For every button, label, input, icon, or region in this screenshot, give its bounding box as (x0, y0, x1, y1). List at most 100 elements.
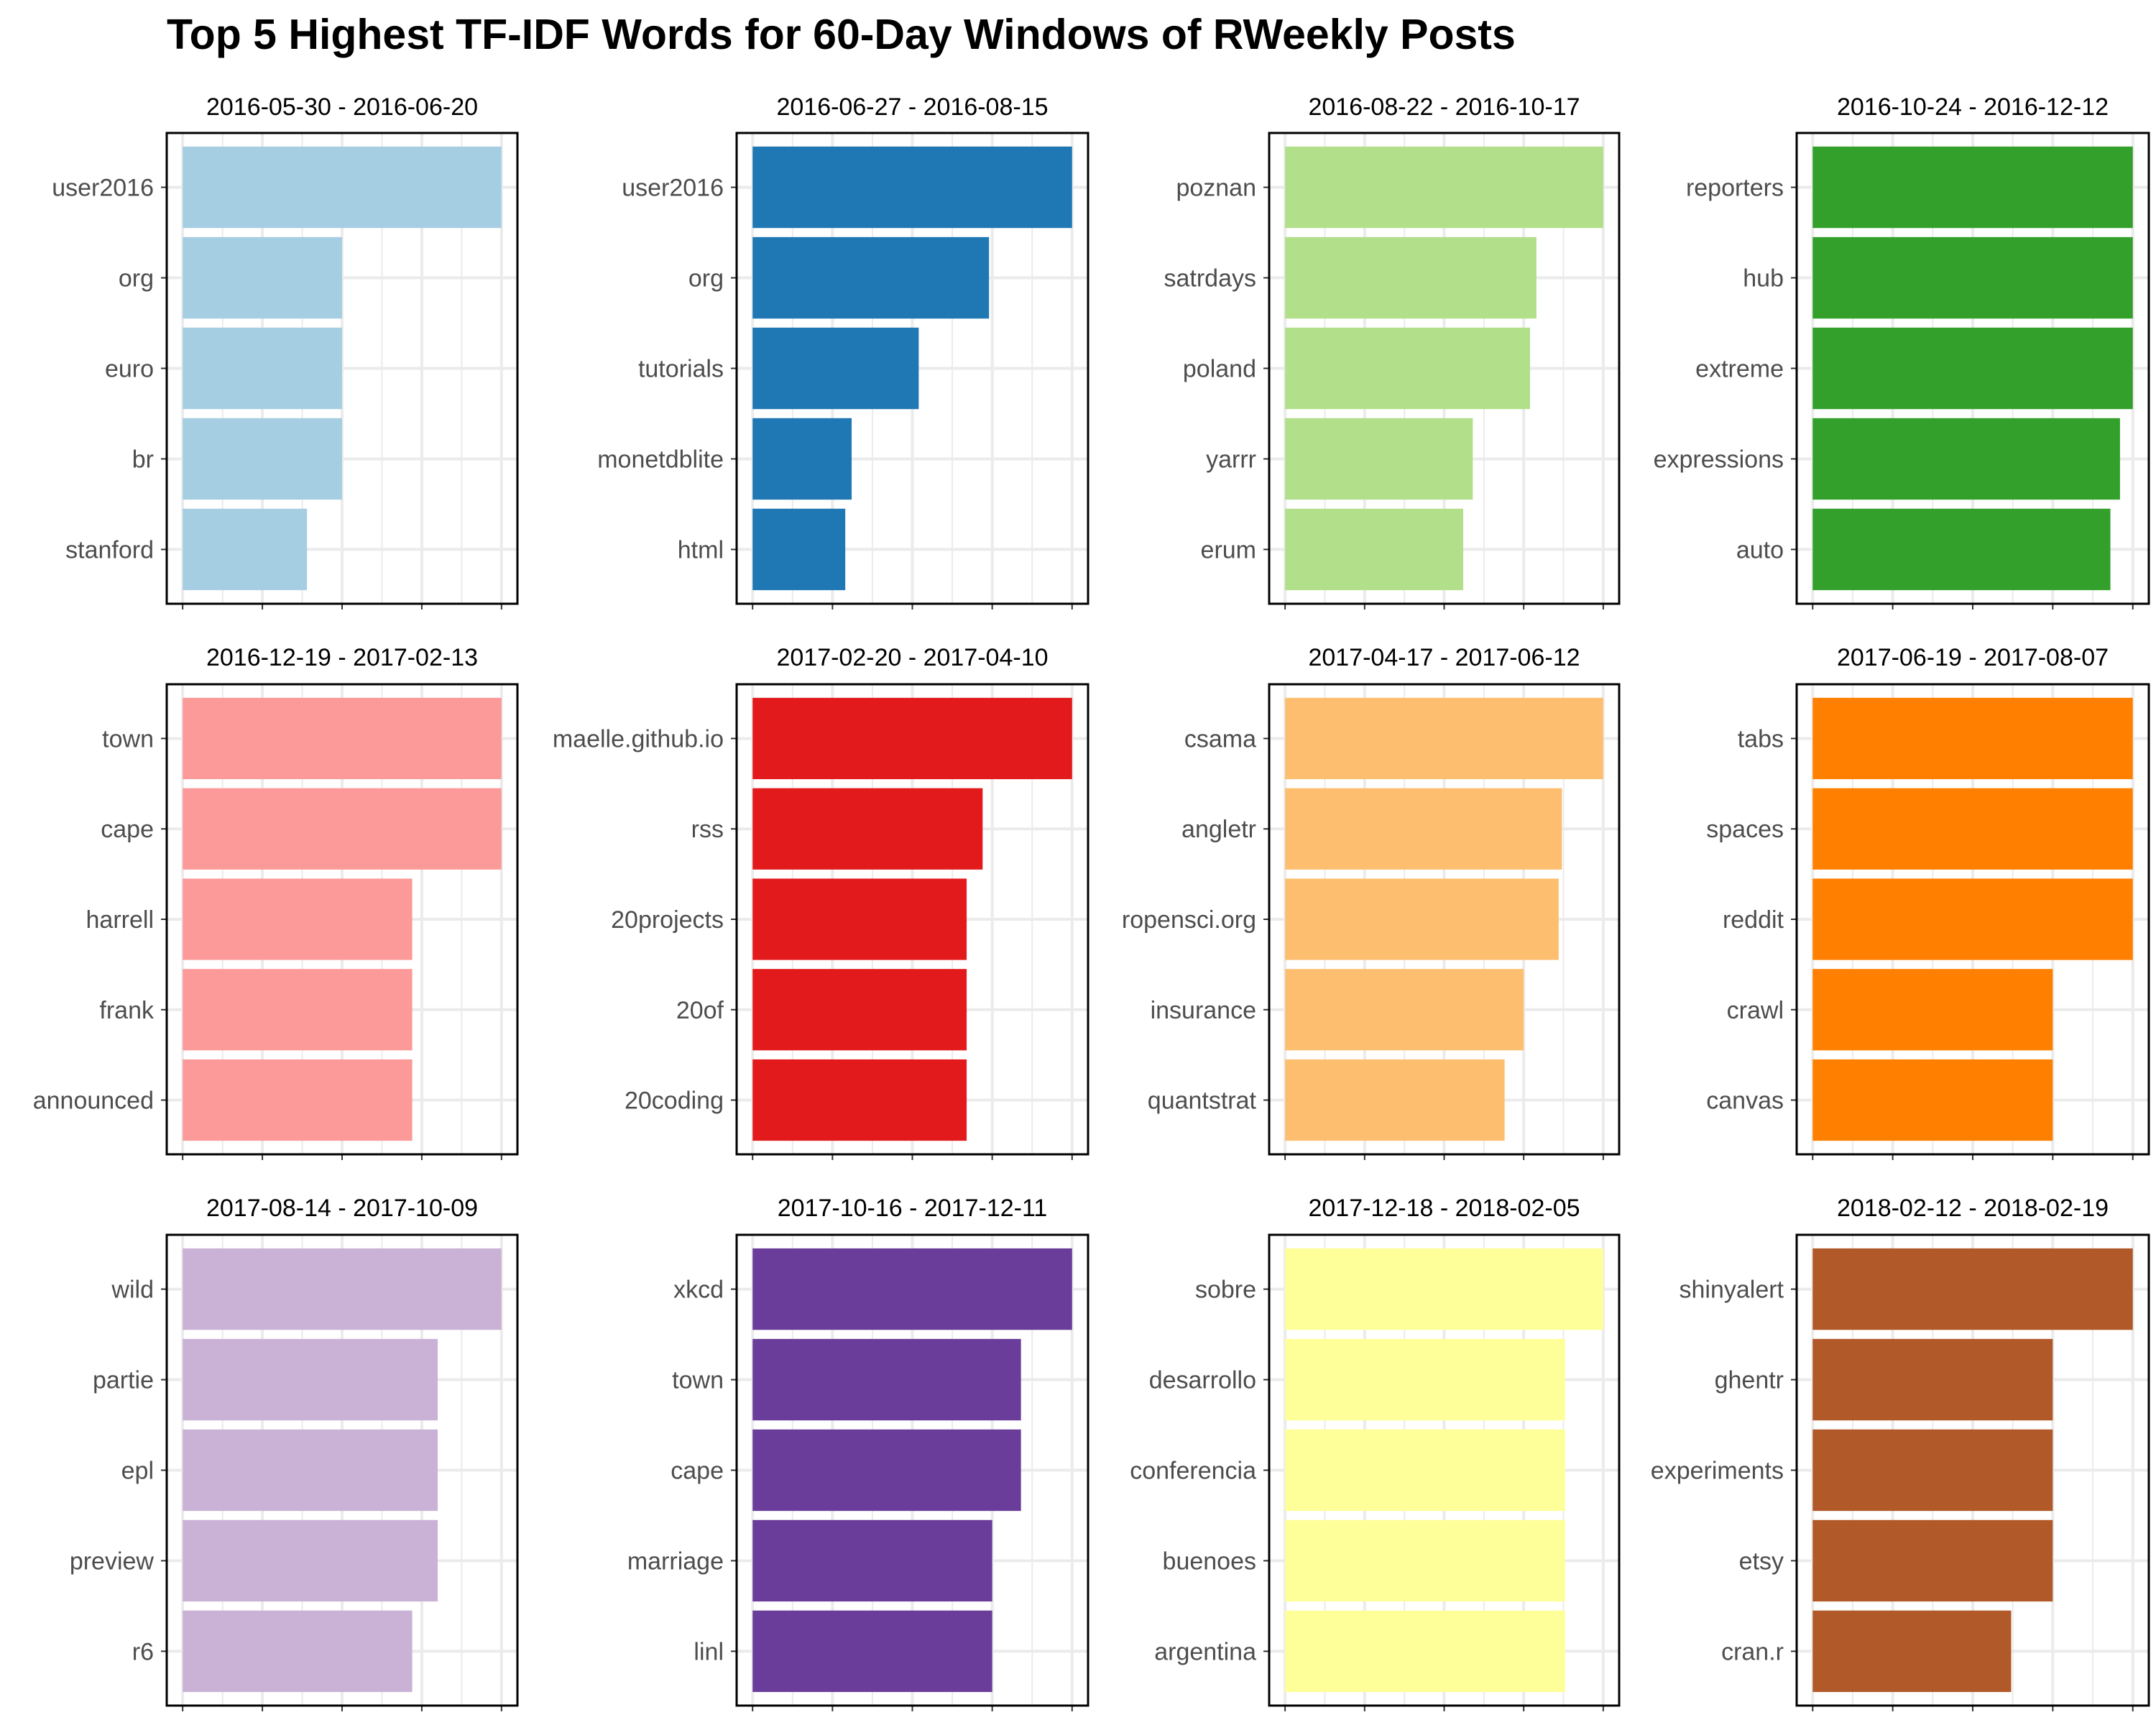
panel-border (1795, 132, 2150, 605)
category-label: partie (93, 1367, 154, 1394)
panel-border (1268, 683, 1621, 1156)
bar (1285, 969, 1524, 1051)
bar (183, 508, 308, 591)
bar (752, 327, 919, 410)
bar (1812, 969, 2053, 1051)
bar (1285, 697, 1603, 780)
category-label: monetdblite (597, 446, 724, 473)
category-label: xkcd (673, 1276, 724, 1304)
category-label: 20projects (611, 906, 724, 934)
bar (752, 788, 983, 870)
category-label: expressions (1654, 446, 1784, 473)
category-label: etsy (1739, 1547, 1784, 1575)
bar (752, 878, 967, 960)
panel-title: 2016-08-22 - 2016-10-17 (1308, 93, 1580, 121)
category-label: ghentr (1715, 1367, 1784, 1394)
bar (1285, 1338, 1565, 1421)
bar (1812, 1338, 2053, 1421)
category-label: sobre (1195, 1276, 1256, 1304)
bar (183, 1059, 413, 1141)
bar (1812, 418, 2120, 500)
panel: 2018-02-12 - 2018-02-19 shinyalert ghentr e… (1651, 1195, 2150, 1711)
bar (183, 1610, 413, 1693)
panel: 2017-12-18 - 2018-02-05 sobre desarrollo co… (1130, 1195, 1621, 1711)
bar (1812, 1429, 2053, 1512)
category-label: rss (691, 816, 724, 843)
category-label: quantstrat (1148, 1087, 1257, 1115)
bar (183, 878, 413, 960)
category-label: marriage (627, 1547, 724, 1575)
bar (1285, 236, 1537, 319)
category-label: euro (105, 356, 154, 383)
panel-border (735, 1233, 1089, 1707)
category-label: town (672, 1367, 724, 1394)
panel-title: 2017-04-17 - 2017-06-12 (1308, 644, 1580, 671)
category-label: harrell (86, 906, 154, 934)
category-label: announced (33, 1087, 154, 1115)
bar (1285, 508, 1464, 591)
panel-border (735, 683, 1089, 1156)
bar (1285, 1248, 1603, 1330)
category-label: org (119, 265, 154, 293)
chart-title: Top 5 Highest TF-IDF Words for 60-Day Wi… (167, 11, 1516, 58)
bar (1285, 327, 1531, 410)
bar (1285, 788, 1562, 870)
panel-border (735, 132, 1089, 605)
category-label: stanford (65, 536, 154, 564)
bar (1812, 788, 2133, 870)
category-label: reddit (1723, 906, 1784, 934)
panel-title: 2017-06-19 - 2017-08-07 (1837, 644, 2109, 671)
category-label: linl (694, 1638, 724, 1665)
bar (183, 788, 502, 870)
category-label: epl (121, 1458, 154, 1485)
category-label: 20of (676, 997, 724, 1024)
category-label: r6 (132, 1638, 154, 1665)
category-label: cape (101, 816, 154, 843)
bar (1285, 418, 1473, 500)
bar (183, 1338, 438, 1421)
bar (1812, 508, 2111, 591)
panel: 2017-06-19 - 2017-08-07 tabs spaces reddit c… (1706, 644, 2150, 1160)
bar (752, 1429, 1021, 1512)
bar (752, 1610, 992, 1693)
panel: 2016-06-27 - 2016-08-15 user2016 org tutori… (597, 93, 1089, 610)
category-label: wild (111, 1276, 154, 1304)
bar (1285, 1429, 1565, 1512)
bar (752, 418, 852, 500)
category-label: html (678, 536, 724, 564)
panel-border (165, 683, 519, 1156)
panel-title: 2018-02-12 - 2018-02-19 (1837, 1195, 2109, 1222)
category-label: 20coding (625, 1087, 724, 1115)
bar (1285, 1059, 1505, 1141)
panel: 2016-08-22 - 2016-10-17 poznan satrdays pol… (1164, 93, 1621, 610)
panel: 2017-04-17 - 2017-06-12 csama angletr ropen… (1122, 644, 1621, 1160)
category-label: reporters (1686, 175, 1784, 202)
panel-border (1795, 1233, 2150, 1707)
panel-title: 2016-10-24 - 2016-12-12 (1837, 93, 2109, 121)
bar (183, 697, 502, 780)
bar (1812, 327, 2133, 410)
bar (752, 1248, 1072, 1330)
bar (183, 236, 342, 319)
category-label: cran.r (1721, 1638, 1784, 1665)
bar (1812, 1059, 2053, 1141)
bar (183, 1519, 438, 1602)
category-label: user2016 (52, 175, 154, 202)
panel-title: 2016-05-30 - 2016-06-20 (206, 93, 478, 121)
category-label: org (688, 265, 724, 293)
panel: 2017-02-20 - 2017-04-10 maelle.github.io r… (553, 644, 1089, 1160)
category-label: buenoes (1163, 1547, 1256, 1575)
category-label: insurance (1151, 997, 1256, 1024)
category-label: preview (70, 1547, 155, 1575)
bar (1812, 697, 2133, 780)
category-label: user2016 (622, 175, 724, 202)
panel-border (1268, 132, 1621, 605)
bar (1285, 878, 1559, 960)
bar (1812, 1248, 2133, 1330)
category-label: canvas (1706, 1087, 1784, 1115)
panel-border (165, 132, 519, 605)
category-label: extreme (1695, 356, 1784, 383)
bar (1285, 146, 1603, 229)
bar (1812, 1610, 2012, 1693)
